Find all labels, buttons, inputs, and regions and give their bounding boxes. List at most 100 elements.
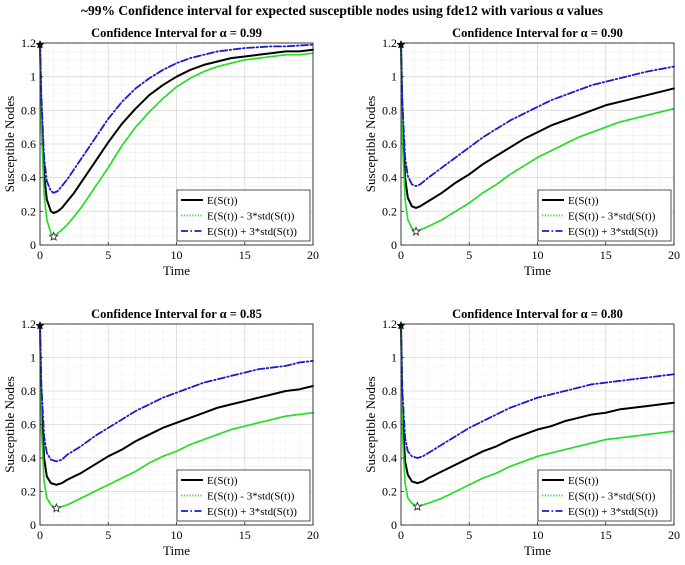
legend-label-mean: E(S(t)) bbox=[568, 195, 599, 207]
y-tick-label: 0 bbox=[391, 518, 397, 532]
y-tick-label: 0.8 bbox=[382, 103, 397, 117]
x-axis-label: Time bbox=[163, 263, 190, 278]
x-axis-label: Time bbox=[524, 543, 551, 558]
y-axis-label: Susceptible Nodes bbox=[2, 376, 17, 472]
y-tick-label: 0 bbox=[30, 518, 36, 532]
legend: E(S(t)) E(S(t)) - 3*std(S(t)) E(S(t)) + 3*… bbox=[176, 469, 311, 522]
legend-box bbox=[537, 469, 672, 522]
legend-label-lower: E(S(t)) - 3*std(S(t)) bbox=[207, 491, 295, 503]
minimum-marker bbox=[412, 501, 423, 511]
legend-label-upper: E(S(t)) + 3*std(S(t)) bbox=[568, 226, 658, 238]
legend-label-upper: E(S(t)) + 3*std(S(t)) bbox=[207, 226, 297, 238]
series-line-upper bbox=[400, 43, 675, 187]
legend-box bbox=[537, 189, 672, 242]
y-tick-label: 0.8 bbox=[21, 384, 36, 398]
series-line-upper bbox=[39, 43, 314, 194]
series-line-mean bbox=[400, 43, 675, 209]
legend-box bbox=[176, 469, 311, 522]
legend-label-upper: E(S(t)) + 3*std(S(t)) bbox=[207, 506, 297, 518]
legend-label-upper: E(S(t)) + 3*std(S(t)) bbox=[568, 506, 658, 518]
y-tick-label: 1.2 bbox=[382, 36, 397, 50]
chart-panel-2: 0 5 10 15 20 0 0.2 0.4 0.6 0.8 1 1.2 Confidence Inte… bbox=[363, 26, 680, 278]
y-tick-label: 0.2 bbox=[21, 485, 36, 499]
legend-label-lower: E(S(t)) - 3*std(S(t)) bbox=[207, 211, 295, 223]
chart-panel-1: 0 5 10 15 20 0 0.2 0.4 0.6 0.8 1 1.2 Confidence Inte… bbox=[2, 26, 319, 278]
series-line-mean bbox=[400, 324, 675, 485]
minimum-marker bbox=[48, 231, 59, 241]
chart-panel-3: 0 5 10 15 20 0 0.2 0.4 0.6 0.8 1 1.2 Confidence Inte… bbox=[2, 307, 319, 558]
y-tick-label: 1 bbox=[30, 351, 36, 365]
series-line-mean bbox=[39, 324, 314, 486]
x-tick-label: 15 bbox=[600, 248, 612, 262]
y-tick-label: 0.4 bbox=[382, 171, 397, 185]
x-tick-label: 10 bbox=[171, 248, 183, 262]
y-tick-label: 0.6 bbox=[382, 418, 397, 432]
series-line-lower bbox=[400, 43, 675, 233]
y-tick-label: 0.6 bbox=[21, 418, 36, 432]
minimum-marker bbox=[410, 226, 422, 236]
x-axis-label: Time bbox=[163, 543, 190, 558]
legend: E(S(t)) E(S(t)) - 3*std(S(t)) E(S(t)) + 3*… bbox=[537, 189, 672, 242]
y-tick-label: 0.2 bbox=[382, 204, 397, 218]
legend-label-lower: E(S(t)) - 3*std(S(t)) bbox=[568, 211, 656, 223]
x-tick-label: 5 bbox=[105, 528, 111, 542]
x-tick-label: 5 bbox=[466, 528, 472, 542]
x-tick-label: 15 bbox=[239, 248, 251, 262]
y-tick-label: 0 bbox=[30, 238, 36, 252]
legend-label-lower: E(S(t)) - 3*std(S(t)) bbox=[568, 491, 656, 503]
legend-box bbox=[176, 189, 311, 242]
y-axis-label: Susceptible Nodes bbox=[363, 96, 378, 192]
legend: E(S(t)) E(S(t)) - 3*std(S(t)) E(S(t)) + 3*… bbox=[176, 189, 311, 242]
y-tick-label: 0.2 bbox=[21, 204, 36, 218]
chart-title: Confidence Interval for α = 0.85 bbox=[91, 307, 262, 321]
legend: E(S(t)) E(S(t)) - 3*std(S(t)) E(S(t)) + 3*… bbox=[537, 469, 672, 522]
x-tick-label: 15 bbox=[600, 528, 612, 542]
x-tick-label: 20 bbox=[668, 248, 680, 262]
figure-suptitle: ~99% Confidence interval for expected su… bbox=[81, 3, 603, 18]
legend-label-mean: E(S(t)) bbox=[207, 195, 238, 207]
x-tick-label: 10 bbox=[532, 528, 544, 542]
chart-title: Confidence Interval for α = 0.90 bbox=[452, 26, 623, 40]
x-tick-label: 20 bbox=[668, 528, 680, 542]
x-tick-label: 20 bbox=[307, 528, 319, 542]
y-axis-label: Susceptible Nodes bbox=[2, 96, 17, 192]
y-tick-label: 0.4 bbox=[21, 171, 36, 185]
y-tick-label: 1 bbox=[391, 70, 397, 84]
y-tick-label: 0.6 bbox=[21, 137, 36, 151]
x-tick-label: 0 bbox=[398, 248, 404, 262]
y-tick-label: 0 bbox=[391, 238, 397, 252]
series-line-upper bbox=[400, 324, 675, 459]
x-tick-label: 5 bbox=[466, 248, 472, 262]
y-axis-label: Susceptible Nodes bbox=[363, 376, 378, 472]
y-tick-label: 1.2 bbox=[21, 317, 36, 331]
legend-label-mean: E(S(t)) bbox=[568, 475, 599, 487]
y-tick-label: 1 bbox=[391, 351, 397, 365]
y-tick-label: 1.2 bbox=[382, 317, 397, 331]
x-tick-label: 10 bbox=[171, 528, 183, 542]
y-tick-label: 1.2 bbox=[21, 36, 36, 50]
y-tick-label: 0.4 bbox=[21, 451, 36, 465]
x-tick-label: 0 bbox=[37, 248, 43, 262]
x-axis-label: Time bbox=[524, 263, 551, 278]
y-tick-label: 0.4 bbox=[382, 451, 397, 465]
minimum-marker bbox=[51, 502, 62, 513]
chart-panel-4: 0 5 10 15 20 0 0.2 0.4 0.6 0.8 1 1.2 Confidence Inte… bbox=[363, 307, 680, 558]
chart-title: Confidence Interval for α = 0.80 bbox=[452, 307, 623, 321]
series-line-mean bbox=[39, 43, 314, 215]
x-tick-label: 0 bbox=[398, 528, 404, 542]
x-tick-label: 10 bbox=[532, 248, 544, 262]
chart-title: Confidence Interval for α = 0.99 bbox=[91, 26, 262, 40]
series-line-lower bbox=[400, 324, 675, 508]
y-tick-label: 0.2 bbox=[382, 485, 397, 499]
y-tick-label: 0.8 bbox=[21, 103, 36, 117]
x-tick-label: 5 bbox=[105, 248, 111, 262]
y-tick-label: 0.8 bbox=[382, 384, 397, 398]
x-tick-label: 0 bbox=[37, 528, 43, 542]
series-line-lower bbox=[39, 324, 314, 510]
y-tick-label: 1 bbox=[30, 70, 36, 84]
y-tick-label: 0.6 bbox=[382, 137, 397, 151]
x-tick-label: 20 bbox=[307, 248, 319, 262]
legend-label-mean: E(S(t)) bbox=[207, 475, 238, 487]
x-tick-label: 15 bbox=[239, 528, 251, 542]
